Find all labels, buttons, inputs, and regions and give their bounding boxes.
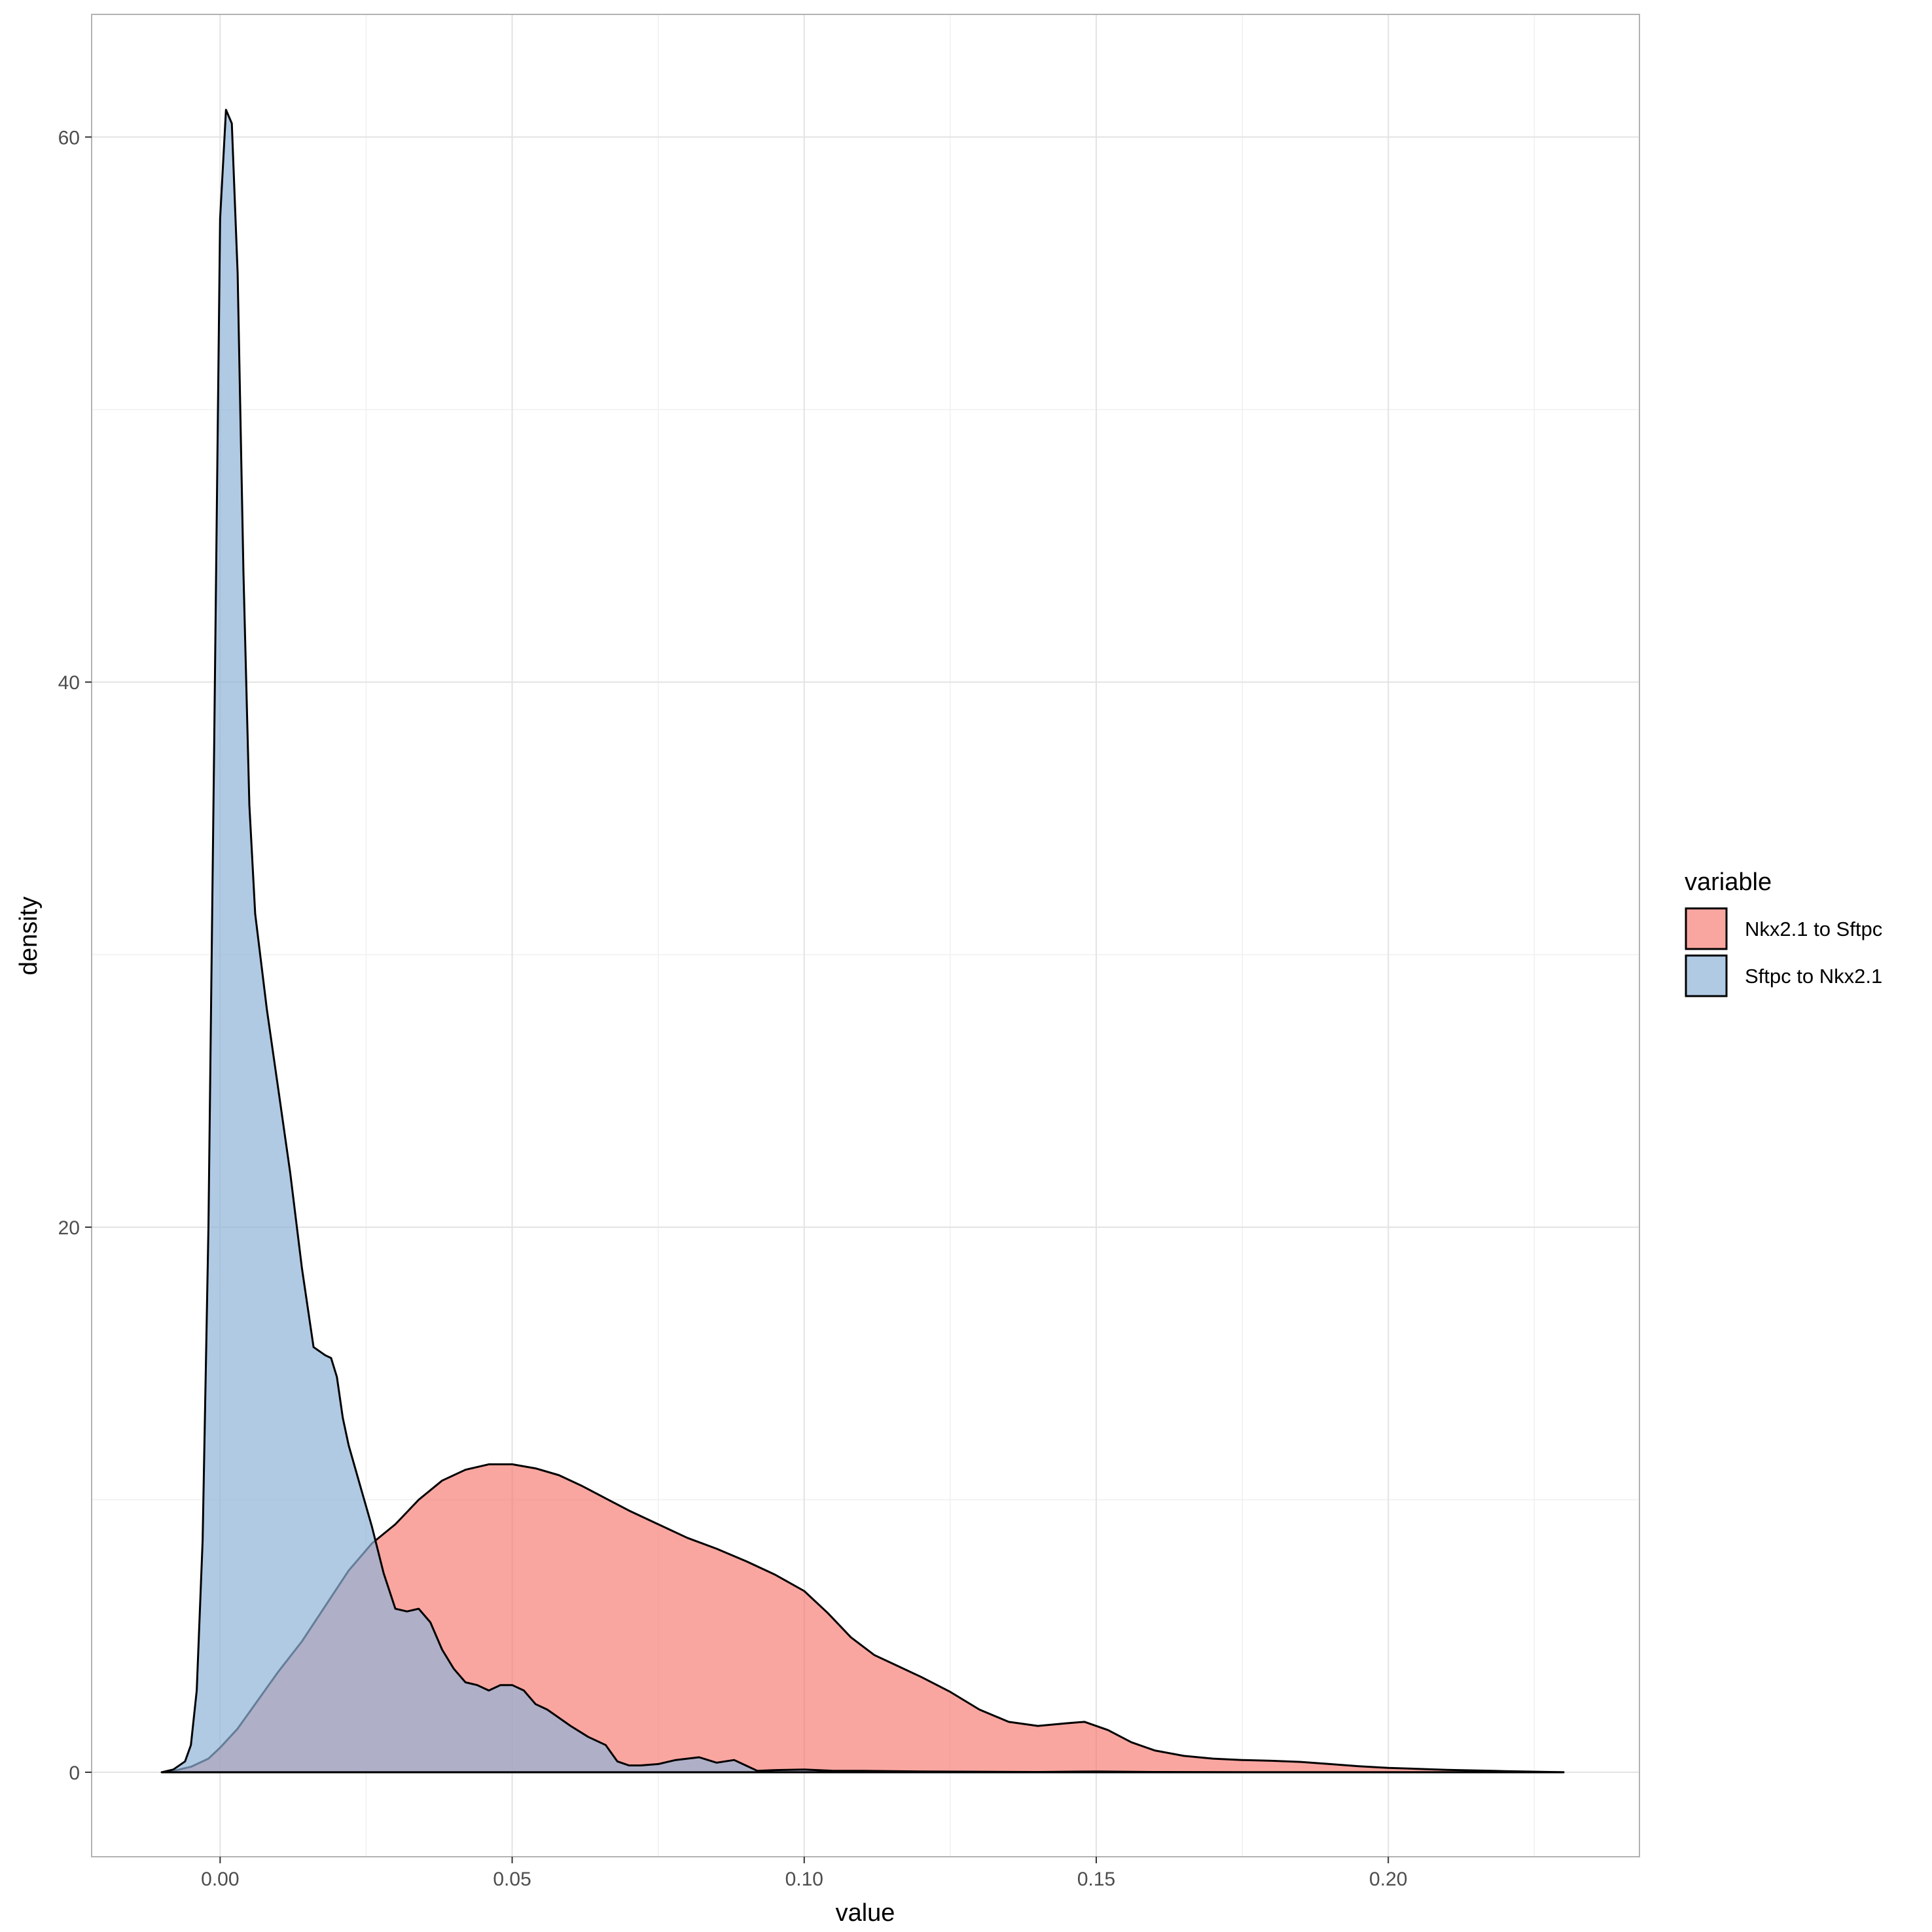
density-areas xyxy=(160,109,1565,1774)
y-axis-title: density xyxy=(15,897,43,975)
y-tick-label: 40 xyxy=(58,672,80,694)
y-tick-label: 60 xyxy=(58,127,80,149)
minor-gridlines xyxy=(92,14,1639,1857)
x-tick-label: 0.00 xyxy=(201,1869,239,1890)
legend-swatch-1 xyxy=(1685,907,1728,950)
y-axis: 0 20 40 60 xyxy=(58,127,92,1784)
x-tick-label: 0.10 xyxy=(785,1869,823,1890)
y-tick-label: 0 xyxy=(69,1762,80,1784)
legend: variable Nkx2.1 to Sftpc Sftpc to Nkx2.1 xyxy=(1685,868,1882,997)
density-area-series-2 xyxy=(160,109,1565,1774)
x-axis-title: value xyxy=(836,1899,895,1927)
legend-label-2: Sftpc to Nkx2.1 xyxy=(1745,965,1882,988)
x-tick-label: 0.15 xyxy=(1077,1869,1115,1890)
legend-title: variable xyxy=(1685,868,1772,896)
y-tick-label: 20 xyxy=(58,1217,80,1239)
x-tick-label: 0.20 xyxy=(1369,1869,1407,1890)
legend-label-1: Nkx2.1 to Sftpc xyxy=(1745,918,1882,940)
legend-entries: Nkx2.1 to Sftpc Sftpc to Nkx2.1 xyxy=(1685,907,1882,997)
x-tick-label: 0.05 xyxy=(493,1869,531,1890)
x-axis: 0.00 0.05 0.10 0.15 0.20 xyxy=(201,1857,1407,1890)
legend-swatch-2 xyxy=(1685,954,1728,997)
plot-border xyxy=(91,14,1640,1857)
